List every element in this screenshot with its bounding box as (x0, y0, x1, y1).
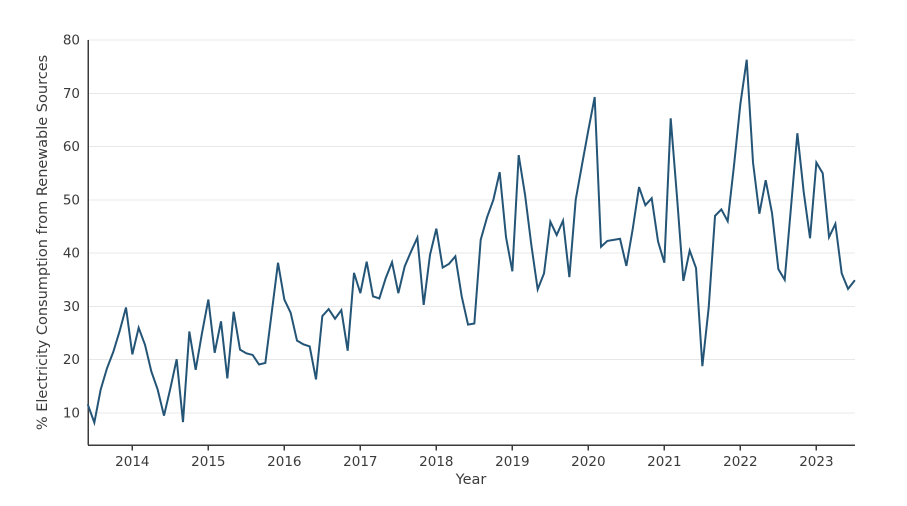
gridlines-group (88, 39, 855, 414)
y-tick-label: 10 (63, 406, 80, 422)
y-tick-label: 20 (63, 352, 80, 368)
x-tick-label: 2016 (267, 454, 301, 470)
series-line (87, 59, 856, 427)
x-tick-label: 2023 (799, 454, 833, 470)
x-tick-label: 2018 (419, 454, 453, 470)
x-tick-label: 2015 (191, 454, 225, 470)
y-tick-label: 40 (63, 246, 80, 262)
y-tick-label: 80 (63, 33, 80, 49)
x-tick-label: 2020 (571, 454, 605, 470)
tick-labels-group: 10 20 30 40 50 60 70 80 2014 2015 2016 2017 2018 2019… (63, 33, 834, 471)
y-tick-label: 30 (63, 299, 80, 315)
x-tick-label: 2017 (343, 454, 377, 470)
x-tick-label: 2014 (115, 454, 149, 470)
series-group (87, 59, 856, 427)
y-axis-title: % Electricity Consumption from Renewable… (35, 55, 51, 430)
y-tick-label: 70 (63, 86, 80, 102)
x-tick-label: 2022 (723, 454, 757, 470)
x-tick-label: 2019 (495, 454, 529, 470)
y-tick-label: 50 (63, 192, 80, 208)
x-axis-title: Year (455, 472, 487, 488)
y-tick-label: 60 (63, 139, 80, 155)
x-tick-label: 2021 (647, 454, 681, 470)
axes-group (87, 40, 855, 451)
